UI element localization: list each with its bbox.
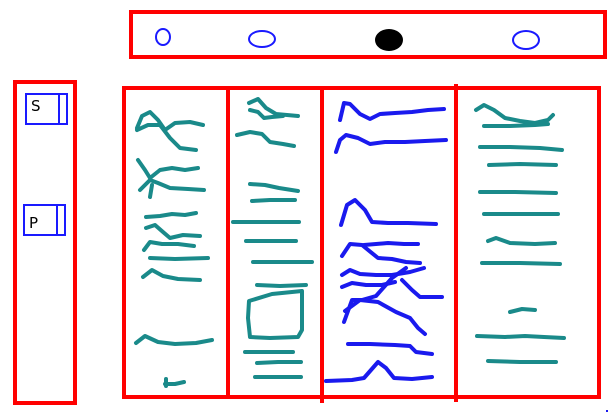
column-divider-2 bbox=[320, 86, 324, 403]
column-3-scribbles bbox=[324, 101, 448, 383]
scribble bbox=[136, 158, 200, 180]
scribble bbox=[478, 190, 558, 195]
indicator-1[interactable] bbox=[155, 28, 171, 46]
s-button[interactable]: S bbox=[25, 93, 68, 125]
scribble bbox=[163, 380, 186, 386]
column-divider-3 bbox=[454, 84, 458, 402]
scribble bbox=[141, 268, 202, 282]
scribble bbox=[342, 266, 408, 324]
scribble bbox=[334, 133, 448, 154]
scribble bbox=[486, 236, 557, 246]
scribble bbox=[508, 307, 537, 314]
indicator-3[interactable] bbox=[375, 29, 403, 51]
column-2-scribbles bbox=[231, 97, 314, 379]
scribble bbox=[248, 108, 285, 120]
scribble bbox=[362, 241, 420, 247]
scribble bbox=[478, 145, 564, 152]
p-button-label: P bbox=[29, 214, 39, 232]
scribble bbox=[339, 198, 438, 227]
column-1-scribbles bbox=[134, 110, 214, 388]
scribble bbox=[400, 278, 444, 299]
scribble bbox=[134, 334, 214, 346]
scribble bbox=[486, 359, 558, 364]
stray-dot bbox=[606, 410, 608, 412]
scribble bbox=[255, 360, 303, 365]
scribble bbox=[482, 122, 550, 128]
p-button[interactable]: P bbox=[23, 204, 66, 236]
column-divider-1 bbox=[226, 86, 230, 399]
scribble bbox=[343, 298, 427, 336]
main-board bbox=[122, 86, 601, 399]
top-indicator-bar bbox=[129, 10, 607, 59]
scribble bbox=[138, 178, 206, 192]
scribble bbox=[142, 240, 196, 252]
indicator-2[interactable] bbox=[248, 30, 276, 48]
scribble bbox=[480, 261, 562, 266]
scribble bbox=[324, 360, 434, 383]
scribble bbox=[250, 198, 297, 203]
scribble bbox=[235, 130, 296, 148]
indicator-4[interactable] bbox=[512, 30, 540, 50]
scribble bbox=[338, 101, 446, 122]
scribble bbox=[340, 266, 426, 277]
s-button-label: S bbox=[31, 97, 41, 115]
scribble bbox=[246, 289, 304, 340]
p-button-handle bbox=[56, 206, 58, 234]
scribble bbox=[248, 182, 300, 193]
column-4-scribbles bbox=[474, 103, 566, 364]
scribble bbox=[487, 162, 558, 167]
scribble bbox=[340, 242, 422, 265]
scribble bbox=[255, 283, 308, 288]
scribble bbox=[475, 334, 566, 340]
scribble bbox=[144, 211, 198, 219]
scribble bbox=[474, 103, 555, 125]
scribble bbox=[148, 183, 154, 199]
scribble bbox=[144, 223, 202, 240]
scribble bbox=[148, 256, 210, 261]
left-tool-panel bbox=[13, 80, 77, 405]
s-button-handle bbox=[58, 95, 60, 123]
scribble bbox=[346, 342, 434, 356]
scribble bbox=[135, 123, 198, 152]
